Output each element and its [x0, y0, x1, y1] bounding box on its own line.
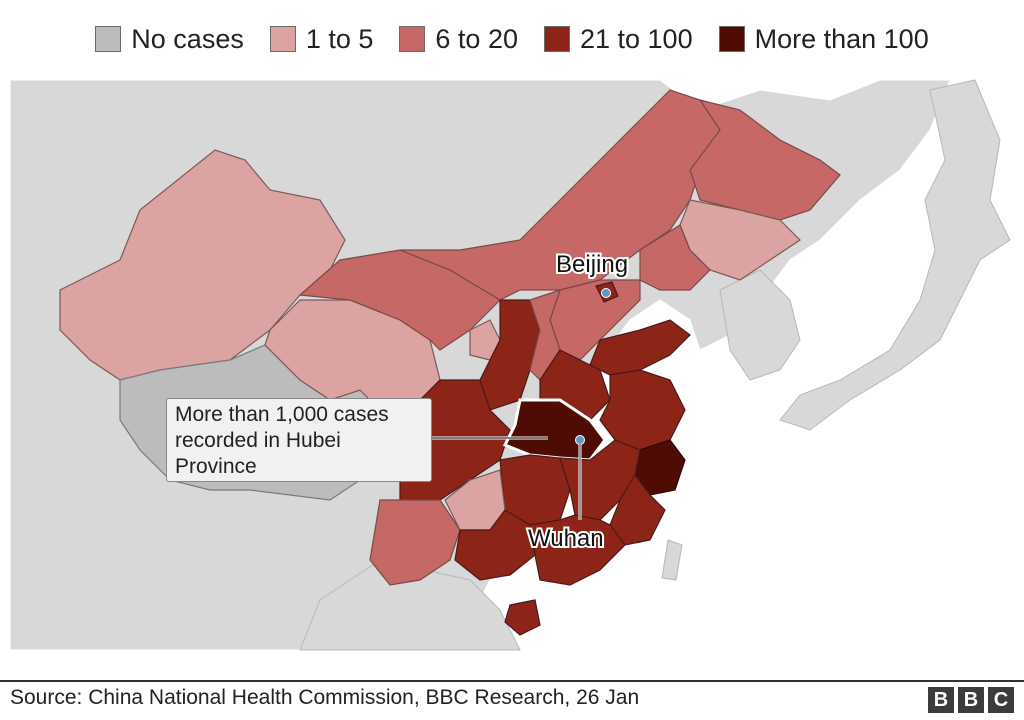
legend-item-more-than-100: More than 100: [718, 23, 929, 55]
legend-label: No cases: [131, 23, 244, 54]
legend-item-6-to-20: 6 to 20: [399, 24, 518, 55]
province-liaoning: [639, 224, 711, 291]
province-guangdong: [529, 514, 626, 586]
legend-swatch: [543, 26, 570, 52]
bbc-logo-letter: B: [928, 687, 954, 713]
legend-swatch: [269, 26, 296, 52]
legend-swatch: [95, 26, 122, 52]
legend-item-21-to-100: 21 to 100: [543, 23, 693, 55]
legend-swatch: [718, 26, 745, 52]
southeast-asia-land: [299, 559, 521, 651]
china-map: Beijing Wuhan: [0, 78, 1024, 658]
taiwan-land: [661, 539, 683, 581]
beijing-marker: [601, 288, 611, 298]
wuhan-marker: [575, 435, 585, 445]
hubei-annotation: More than 1,000 cases recorded in Hubei …: [166, 398, 432, 482]
source-text: Source: China National Health Commission…: [10, 686, 640, 709]
bbc-logo: B B C: [928, 687, 1014, 713]
legend-item-no-cases: No cases: [95, 24, 244, 55]
province-hainan: [504, 599, 541, 636]
annotation-line-2: recorded in Hubei: [175, 429, 341, 452]
footer-divider: [0, 680, 1024, 682]
annotation-line-3: Province: [175, 455, 257, 478]
map-svg: Beijing Wuhan: [0, 78, 1024, 658]
map-legend: No cases 1 to 5 6 to 20 21 to 100 More t…: [0, 0, 1024, 78]
beijing-label: Beijing: [556, 251, 628, 278]
wuhan-label: Wuhan: [528, 525, 604, 552]
bbc-logo-letter: B: [958, 687, 984, 713]
legend-label: More than 100: [754, 23, 929, 54]
province-yunnan: [369, 499, 461, 586]
annotation-line-1: More than 1,000 cases: [175, 403, 389, 426]
province-heilongjiang: [689, 99, 841, 221]
legend-swatch: [399, 26, 426, 52]
legend-item-1-to-5: 1 to 5: [269, 23, 374, 55]
korea-land: [719, 269, 801, 381]
japan-land: [779, 79, 1011, 431]
legend-label: 6 to 20: [435, 23, 518, 54]
legend-label: 1 to 5: [305, 23, 374, 54]
legend-label: 21 to 100: [579, 23, 693, 54]
bbc-logo-letter: C: [988, 687, 1014, 713]
